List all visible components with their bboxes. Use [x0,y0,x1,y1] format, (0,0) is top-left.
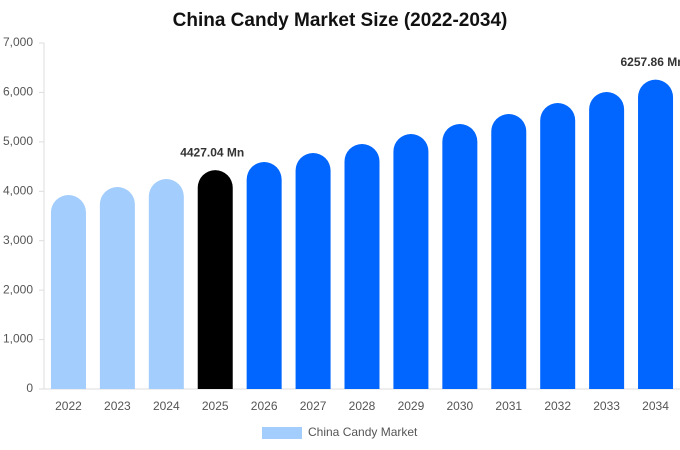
y-tick-label: 0 [26,381,33,395]
y-tick-label: 4,000 [3,183,33,197]
x-tick-label: 2022 [55,399,82,413]
bar [295,153,331,389]
x-tick-label: 2023 [104,399,131,413]
y-tick-label: 3,000 [3,233,33,247]
value-label: 6257.86 Mn [621,55,680,69]
bar [393,133,429,389]
bar [99,186,135,389]
legend-swatch [262,427,302,439]
bar [197,170,233,389]
x-tick-label: 2032 [544,399,571,413]
x-tick-label: 2030 [446,399,473,413]
chart-title: China Candy Market Size (2022-2034) [173,10,508,31]
x-tick-label: 2024 [153,399,180,413]
bar [344,143,380,389]
bar [442,124,478,390]
x-tick-label: 2029 [398,399,425,413]
bar [540,103,576,389]
bar [638,79,674,389]
x-tick-label: 2028 [349,399,376,413]
x-tick-label: 2026 [251,399,278,413]
bar [246,162,282,389]
x-tick-label: 2033 [593,399,620,413]
y-tick-label: 7,000 [3,35,33,49]
bar [491,114,527,389]
x-tick-label: 2027 [300,399,327,413]
bar [589,91,625,390]
x-tick-label: 2025 [202,399,229,413]
legend-label: China Candy Market [308,425,418,439]
y-tick-label: 6,000 [3,85,33,99]
x-tick-label: 2034 [642,399,669,413]
y-tick-label: 1,000 [3,332,33,346]
bar [50,194,86,389]
value-label: 4427.04 Mn [180,145,244,159]
y-tick-label: 2,000 [3,282,33,296]
x-tick-label: 2031 [495,399,522,413]
bar [148,179,184,389]
y-tick-label: 5,000 [3,134,33,148]
